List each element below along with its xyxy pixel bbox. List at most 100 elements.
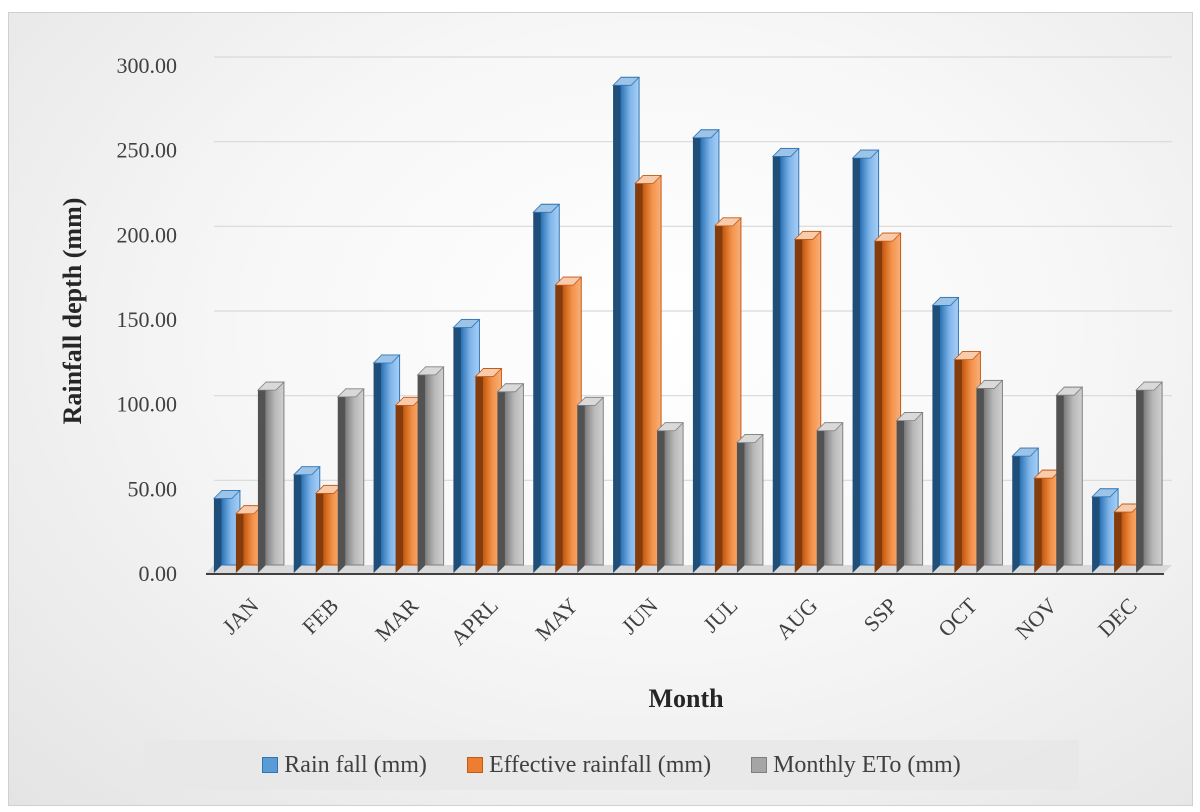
bar-top-face bbox=[452, 319, 481, 328]
y-tick-label: 200.00 bbox=[117, 222, 178, 247]
x-tick-label: OCT bbox=[933, 592, 982, 641]
bar-top-face bbox=[612, 76, 641, 86]
bar-side-face bbox=[1056, 387, 1065, 573]
bar-layer bbox=[212, 76, 1164, 574]
bar-side-face bbox=[932, 297, 941, 573]
bar-oct-series-0 bbox=[931, 296, 960, 573]
bar-top-face bbox=[554, 276, 583, 286]
bar-side-face bbox=[315, 485, 324, 573]
bar-side-face bbox=[373, 355, 382, 573]
legend-swatch-effective-rainfall bbox=[466, 757, 483, 773]
bar-jul-series-0 bbox=[691, 129, 720, 573]
bar-jan-series-2 bbox=[256, 381, 285, 573]
bar-side-face bbox=[736, 434, 745, 573]
bar-may-series-0 bbox=[532, 203, 561, 573]
bar-side-face bbox=[772, 148, 781, 573]
legend-label-effective-rainfall: Effective rainfall (mm) bbox=[488, 751, 712, 778]
bar-top-face bbox=[474, 368, 503, 377]
bar-side-face bbox=[577, 397, 586, 573]
bar-top-face bbox=[212, 490, 241, 499]
bar-aprl-series-0 bbox=[452, 318, 481, 573]
bar-side-face bbox=[692, 129, 701, 573]
bar-side-face bbox=[417, 366, 426, 573]
bar-top-face bbox=[1055, 386, 1084, 396]
bar-nov-series-2 bbox=[1055, 386, 1084, 573]
bar-aug-series-1 bbox=[793, 230, 822, 573]
y-tick-label: 150.00 bbox=[117, 307, 178, 332]
bar-side-face bbox=[1114, 504, 1123, 573]
bar-side-face bbox=[555, 277, 564, 573]
bar-side-face bbox=[235, 505, 244, 573]
bar-top-face bbox=[372, 354, 401, 364]
bar-oct-series-2 bbox=[975, 379, 1004, 573]
bar-oct-series-1 bbox=[953, 351, 982, 573]
x-tick-label: MAY bbox=[530, 593, 583, 646]
bar-side-face bbox=[816, 422, 825, 573]
bar-side-face bbox=[613, 77, 622, 573]
y-tick-label: 100.00 bbox=[117, 392, 178, 417]
bar-feb-series-0 bbox=[292, 466, 321, 573]
bar-top-face bbox=[496, 383, 525, 393]
legend-item-monthly-eto: Monthly ETo (mm) bbox=[751, 752, 961, 779]
bar-front-face bbox=[983, 379, 1003, 566]
bar-top-face bbox=[793, 231, 822, 240]
bar-top-face bbox=[1091, 488, 1120, 498]
x-tick-label: JUL bbox=[698, 593, 742, 637]
chart-frame: 0.00 50.00 100.00 150.00 200.00 250.00 300.00 … bbox=[8, 12, 1193, 806]
bar-front-face bbox=[425, 366, 445, 566]
bar-side-face bbox=[794, 231, 803, 573]
bar-side-face bbox=[657, 422, 666, 573]
bar-side-face bbox=[896, 412, 905, 573]
bar-top-face bbox=[975, 380, 1004, 389]
bar-top-face bbox=[713, 217, 742, 227]
bar-top-face bbox=[873, 232, 902, 242]
bar-feb-series-2 bbox=[336, 388, 365, 573]
bar-front-face bbox=[824, 422, 844, 566]
bar-side-face bbox=[533, 204, 542, 573]
x-tick-label: JAN bbox=[217, 593, 263, 639]
bar-side-face bbox=[1012, 448, 1021, 573]
bar-side-face bbox=[475, 368, 484, 573]
bar-front-face bbox=[1063, 386, 1083, 566]
y-tick-label: 250.00 bbox=[117, 138, 178, 163]
bar-aug-series-2 bbox=[815, 422, 844, 573]
bar-side-face bbox=[337, 388, 346, 573]
bar-ssp-series-2 bbox=[895, 412, 924, 573]
bar-top-face bbox=[634, 175, 663, 184]
bar-top-face bbox=[895, 412, 924, 422]
legend-swatch-rainfall bbox=[262, 757, 279, 773]
bar-chart: 0.0050.00100.00150.00200.00250.00300.00 … bbox=[58, 53, 1172, 713]
bar-top-face bbox=[292, 466, 321, 476]
bar-mar-series-1 bbox=[394, 396, 423, 573]
bar-may-series-1 bbox=[554, 276, 583, 573]
bar-side-face bbox=[1136, 382, 1145, 573]
bar-top-face bbox=[1135, 381, 1164, 391]
bar-side-face bbox=[954, 351, 963, 573]
bar-top-face bbox=[735, 434, 764, 444]
y-tick-label: 50.00 bbox=[128, 476, 178, 501]
legend-label-rainfall: Rain fall (mm) bbox=[284, 751, 427, 778]
bar-aprl-series-2 bbox=[496, 383, 525, 573]
x-tick-label: AUG bbox=[771, 593, 822, 644]
bar-front-face bbox=[664, 422, 684, 566]
bar-side-face bbox=[1092, 488, 1101, 573]
bar-jun-series-2 bbox=[656, 422, 685, 573]
bar-mar-series-2 bbox=[416, 366, 445, 573]
bar-side-face bbox=[976, 380, 985, 573]
bar-side-face bbox=[293, 466, 302, 573]
bar-top-face bbox=[656, 422, 685, 432]
bar-aprl-series-1 bbox=[474, 368, 503, 573]
y-tick-label: 300.00 bbox=[117, 53, 178, 78]
bar-feb-series-1 bbox=[314, 484, 343, 573]
bar-jun-series-1 bbox=[634, 175, 663, 574]
bar-top-face bbox=[336, 388, 365, 398]
bar-side-face bbox=[257, 382, 266, 573]
bar-top-face bbox=[416, 366, 445, 376]
bar-top-face bbox=[576, 396, 605, 406]
bar-top-face bbox=[851, 149, 880, 159]
x-tick-label: JUN bbox=[616, 593, 662, 639]
x-tick-label: SSP bbox=[858, 593, 902, 637]
bar-top-face bbox=[931, 297, 960, 306]
bar-front-face bbox=[265, 381, 285, 566]
bar-dec-series-0 bbox=[1091, 488, 1120, 573]
